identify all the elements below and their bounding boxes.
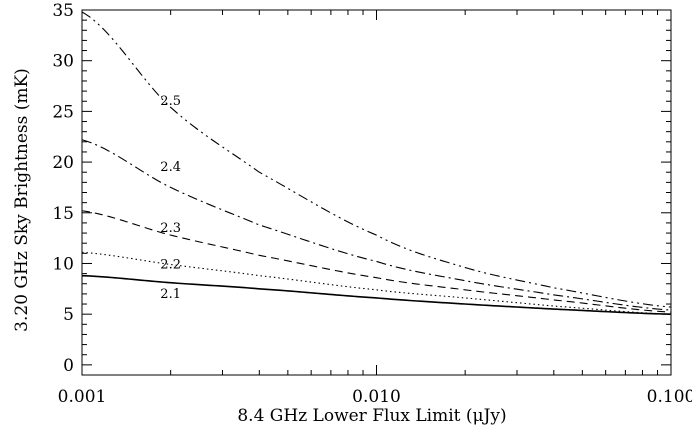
y-tick-label: 20 — [52, 153, 74, 173]
y-tick-label: 35 — [52, 1, 74, 21]
series-label-2-1: 2.1 — [160, 287, 181, 302]
x-tick-label: 0.100 — [647, 387, 692, 407]
plot-area: 0 5 10 15 20 25 30 35 0.001 0.010 0.100 2.1 2.2 2.3 2.… — [52, 1, 692, 407]
y-axis-title: 3.20 GHz Sky Brightness (mK) — [12, 68, 32, 332]
series-label-2-2: 2.2 — [160, 257, 181, 272]
y-tick-label: 25 — [52, 102, 74, 122]
x-tick-label: 0.001 — [58, 387, 107, 407]
series-line-2-2 — [81, 251, 672, 315]
series-label-2-5: 2.5 — [160, 94, 181, 109]
series-label-2-3: 2.3 — [160, 221, 181, 236]
series-line-2-1 — [81, 274, 672, 315]
series-line-2-3 — [81, 210, 672, 313]
y-tick-label: 5 — [63, 305, 74, 325]
y-tick-label: 0 — [63, 356, 74, 376]
series-line-2-5 — [81, 11, 672, 308]
x-axis-title: 8.4 GHz Lower Flux Limit (μJy) — [237, 406, 506, 426]
series-label-2-4: 2.4 — [160, 160, 181, 175]
y-tick-label: 10 — [52, 254, 74, 274]
x-tick-label: 0.010 — [352, 387, 401, 407]
y-tick-label: 30 — [52, 52, 74, 72]
y-tick-label: 15 — [52, 204, 74, 224]
